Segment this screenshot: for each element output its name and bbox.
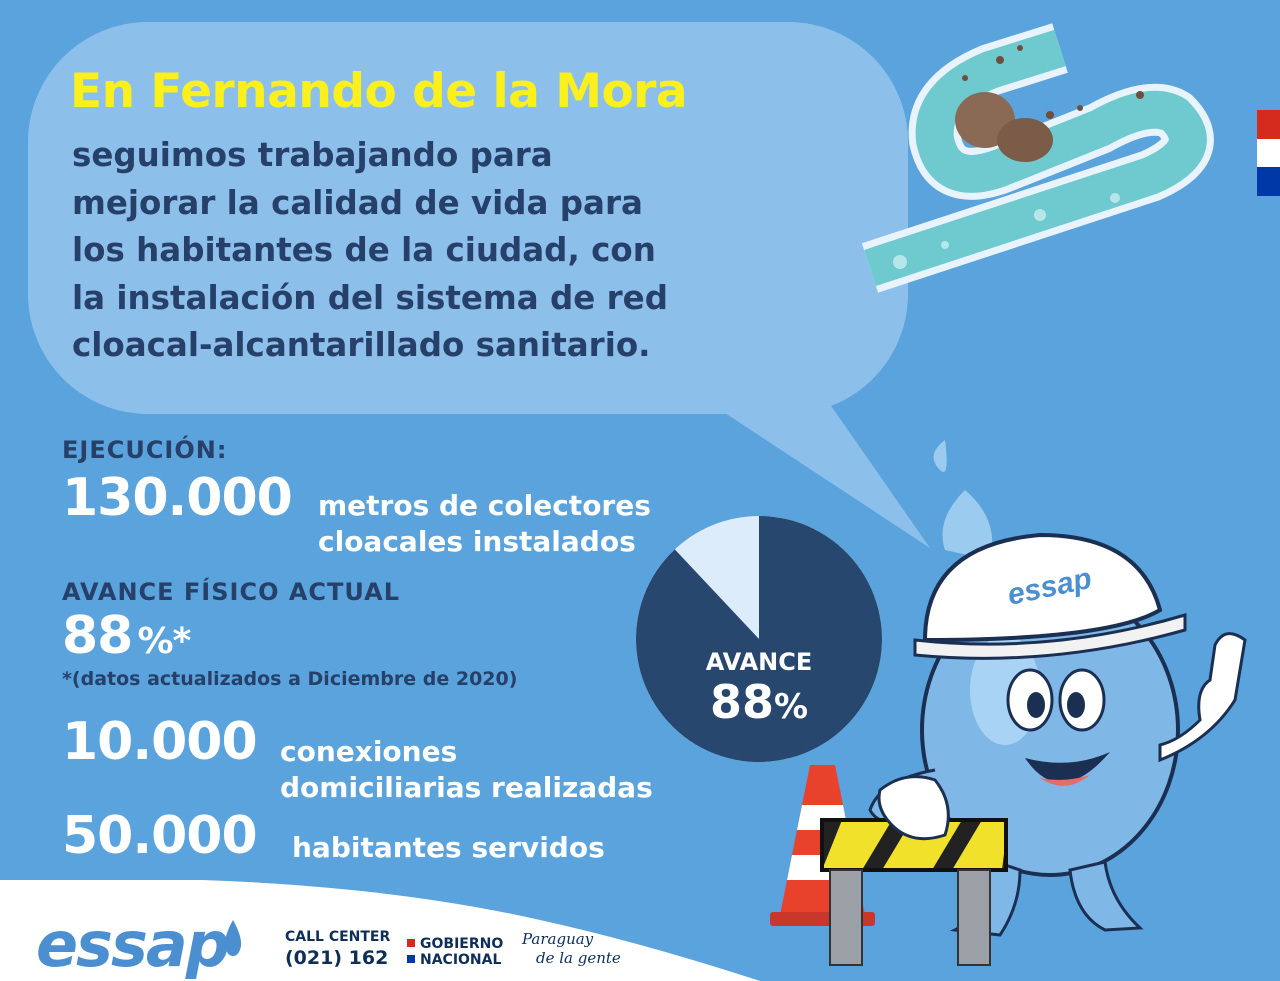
progress-stat: 88 %* (62, 606, 191, 666)
headline: En Fernando de la Mora (70, 64, 688, 119)
progress-note: *(datos actualizados a Diciembre de 2020… (62, 668, 518, 690)
execution-number: 130.000 (62, 468, 293, 528)
essap-logo: essap (36, 908, 230, 981)
pie-unit: % (773, 687, 809, 727)
inhabitants-number: 50.000 (62, 806, 258, 866)
connections-description: conexiones domiciliarias realizadas (280, 734, 653, 806)
connections-desc-line2: domiciliarias realizadas (280, 771, 653, 804)
flag-white-stripe (1257, 138, 1280, 168)
paraguay-flag (1257, 110, 1280, 196)
execution-label: EJECUCIÓN: (62, 436, 228, 464)
inhabitants-stat: 50.000 (62, 806, 258, 866)
call-center-number: (021) 162 (285, 947, 389, 969)
government-logo: GOBIERNO NACIONAL (407, 936, 503, 968)
intro-line: mejorar la calidad de vida para (72, 183, 643, 222)
execution-section: EJECUCIÓN: (62, 436, 227, 464)
intro-line: seguimos trabajando para (72, 136, 553, 174)
inhabitants-description: habitantes servidos (292, 830, 605, 866)
footer-background (0, 880, 760, 981)
progress-section: AVANCE FÍSICO ACTUAL (62, 578, 400, 606)
execution-desc-line1: metros de colectores (318, 489, 651, 522)
slogan-line1: Paraguay (522, 930, 594, 948)
execution-description: metros de colectores cloacales instalado… (318, 488, 651, 560)
slogan-line2: de la gente (536, 949, 621, 967)
pie-label: AVANCE (705, 648, 813, 676)
progress-pie-chart (636, 516, 882, 762)
connections-number: 10.000 (62, 712, 258, 772)
execution-desc-line2: cloacales instalados (318, 525, 636, 558)
connections-desc-line1: conexiones (280, 735, 458, 768)
call-center-label: CALL CENTER (285, 929, 391, 945)
pie-label-group: AVANCE 88% (636, 648, 882, 733)
pie-value-wrap: 88% (636, 676, 882, 733)
pie-progress-slice (636, 516, 882, 762)
intro-text: seguimos trabajando para mejorar la cali… (72, 132, 872, 370)
flag-red-stripe (1257, 110, 1280, 139)
progress-note-wrap: *(datos actualizados a Diciembre de 2020… (62, 668, 517, 690)
gov-red-square (407, 939, 415, 947)
footer (0, 880, 1280, 981)
water-drop-icon (224, 920, 242, 956)
intro-line: los habitantes de la ciudad, con (72, 231, 656, 269)
inhabitants-desc: habitantes servidos (292, 831, 605, 864)
progress-unit: %* (137, 621, 191, 662)
gov-line1: GOBIERNO (420, 936, 504, 952)
flag-blue-stripe (1257, 167, 1280, 196)
paraguay-slogan: Paraguay de la gente (522, 930, 621, 968)
execution-stat: 130.000 (62, 468, 293, 528)
intro-line: cloacal-alcantarillado sanitario. (72, 326, 651, 364)
speech-bubble (28, 22, 908, 414)
pie-value: 88 (709, 675, 774, 729)
intro-line: la instalación del sistema de red (72, 278, 668, 317)
gov-line2: NACIONAL (420, 952, 502, 968)
gov-blue-square (407, 955, 415, 963)
connections-stat: 10.000 (62, 712, 258, 772)
progress-label: AVANCE FÍSICO ACTUAL (62, 578, 400, 606)
progress-number: 88 (62, 606, 133, 666)
